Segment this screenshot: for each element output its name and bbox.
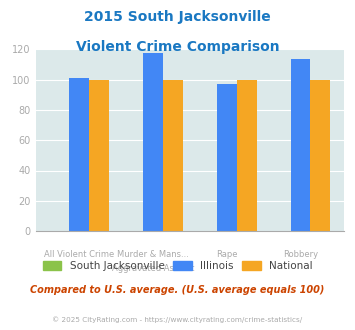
Text: Murder & Mans...: Murder & Mans... bbox=[117, 250, 189, 259]
Bar bbox=[290, 58, 310, 231]
Text: Violent Crime Comparison: Violent Crime Comparison bbox=[76, 40, 279, 53]
Bar bbox=[70, 78, 89, 231]
Text: © 2025 CityRating.com - https://www.cityrating.com/crime-statistics/: © 2025 CityRating.com - https://www.city… bbox=[53, 317, 302, 323]
Bar bbox=[310, 80, 330, 231]
Bar bbox=[89, 80, 109, 231]
Text: 2015 South Jacksonville: 2015 South Jacksonville bbox=[84, 10, 271, 24]
Bar bbox=[237, 80, 257, 231]
Text: Compared to U.S. average. (U.S. average equals 100): Compared to U.S. average. (U.S. average … bbox=[30, 285, 325, 295]
Text: Rape: Rape bbox=[216, 250, 237, 259]
Text: Robbery: Robbery bbox=[283, 250, 318, 259]
Bar bbox=[217, 84, 237, 231]
Legend: South Jacksonville, Illinois, National: South Jacksonville, Illinois, National bbox=[39, 258, 316, 274]
Bar bbox=[163, 80, 183, 231]
Text: All Violent Crime: All Violent Crime bbox=[44, 250, 115, 259]
Text: Aggravated Assault: Aggravated Assault bbox=[112, 264, 194, 273]
Bar bbox=[143, 52, 163, 231]
